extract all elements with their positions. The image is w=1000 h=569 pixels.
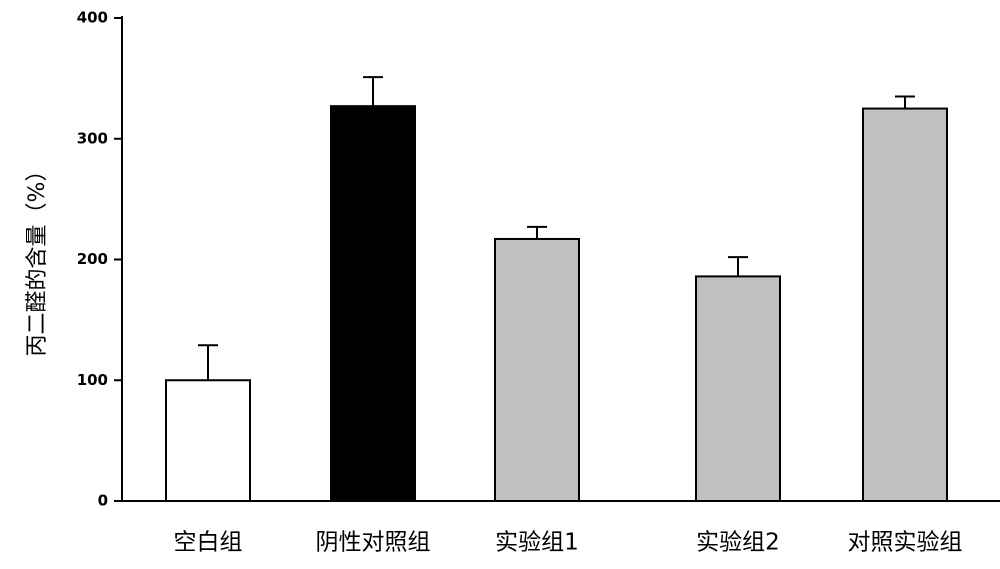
- y-axis-label: 丙二醛的含量（%）: [25, 160, 50, 357]
- chart: 丙二醛的含量（%） 0 100 200 300 400 空白组 阴性对照组 实验组1 实验组2 对…: [0, 0, 1000, 569]
- y-tick-label: 0: [98, 492, 108, 510]
- bar: [495, 239, 579, 501]
- bar: [863, 109, 947, 501]
- x-tick-label: 实验组2: [696, 530, 780, 556]
- y-tick-label: 300: [77, 129, 108, 147]
- x-tick-label: 空白组: [174, 530, 243, 556]
- bar: [166, 380, 250, 501]
- bar: [331, 106, 415, 501]
- y-tick-label: 200: [77, 250, 108, 268]
- x-tick-label: 实验组1: [495, 530, 579, 556]
- x-tick-label: 对照实验组: [848, 530, 963, 556]
- bar: [696, 276, 780, 501]
- y-tick-label: 400: [77, 9, 108, 27]
- x-tick-label: 阴性对照组: [316, 530, 431, 556]
- y-tick-label: 100: [77, 371, 108, 389]
